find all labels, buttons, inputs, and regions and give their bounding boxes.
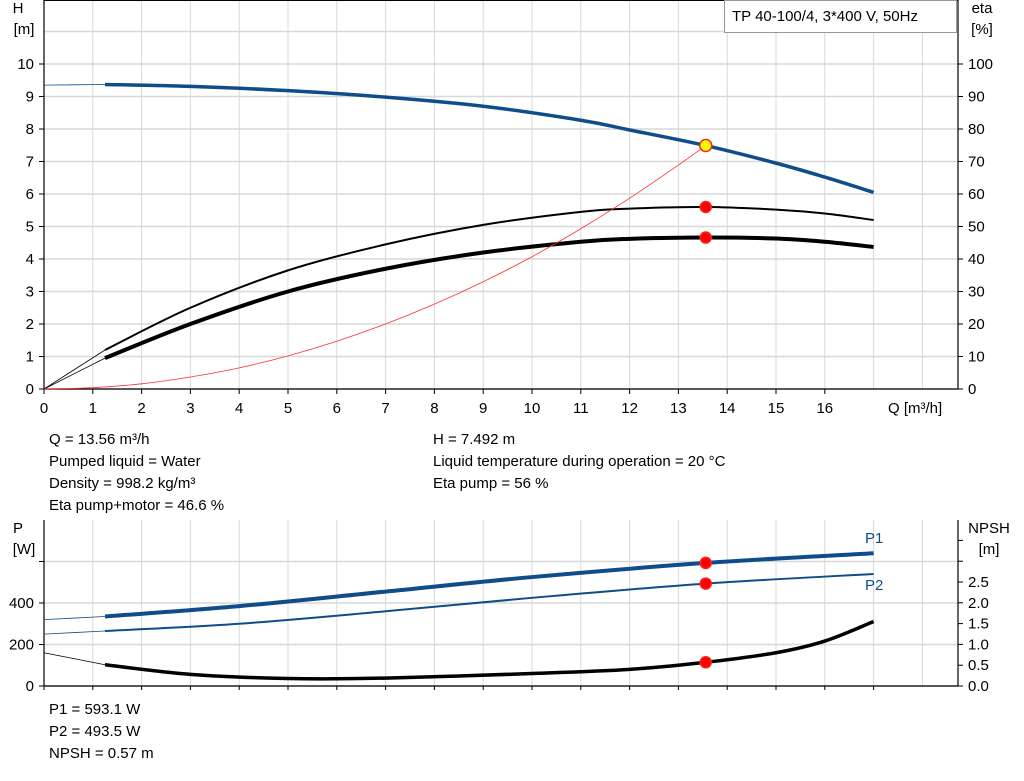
chart2-NPSH-operating-point	[699, 656, 712, 669]
chart1-tick-label-right: 50	[968, 219, 985, 236]
chart1-tick-label-left: 4	[26, 251, 34, 268]
result-p1: P1 = 593.1 W	[49, 701, 141, 718]
chart2-P1-extension	[43, 616, 106, 620]
chart1-tick-label-right: 20	[968, 316, 985, 333]
chart1-tick-label-right: 60	[968, 186, 985, 203]
chart1-tick-label-left: 10	[17, 56, 34, 73]
result-npsh: NPSH = 0.57 m	[49, 745, 154, 762]
chart1-tick-label-right: 30	[968, 284, 985, 301]
chart2-P2-label: P2	[865, 577, 883, 594]
chart2-tick-label-right: 0.0	[968, 678, 989, 695]
chart1-eta-pump-curve	[104, 205, 874, 351]
chart1-H-operating-point	[698, 138, 713, 153]
results-top-left: Q = 13.56 m³/h Pumped liquid = Water Den…	[49, 429, 224, 517]
chart2-tick-label-right: 2.0	[968, 595, 989, 612]
chart1-ylabel-left-2: [m]	[14, 21, 35, 38]
chart1-legend-text: TP 40-100/4, 3*400 V, 50Hz	[732, 8, 918, 25]
result-head: H = 7.492 m	[433, 431, 516, 448]
chart2-ylabel-left-1: P	[13, 520, 23, 537]
chart1-tick-label-x: 12	[621, 400, 638, 417]
results-bottom: P1 = 593.1 W P2 = 493.5 W NPSH = 0.57 m	[49, 699, 154, 765]
chart2-tick-label-right: 0.5	[968, 657, 989, 674]
chart1-ylabel-left-1: H	[13, 0, 24, 17]
chart1-ylabel-right-2: [%]	[971, 21, 993, 38]
chart1-tick-label-left: 8	[26, 121, 34, 138]
chart1-tick-label-left: 3	[26, 284, 34, 301]
chart1-tick-label-x: 0	[40, 400, 48, 417]
chart1-system-curve-curve	[43, 145, 706, 390]
chart1-H-extension	[43, 84, 106, 86]
chart1-tick-label-x: 5	[284, 400, 292, 417]
chart1-tick-label-x: 3	[186, 400, 194, 417]
chart1-tick-label-x: 11	[573, 400, 589, 417]
chart1-tick-label-x: 13	[670, 400, 687, 417]
chart2-tick-label-left: 0	[26, 678, 34, 695]
chart2-tick-label-right: 1.5	[968, 616, 989, 633]
chart1-tick-label-x: 9	[479, 400, 487, 417]
chart1-tick-label-x: 14	[719, 400, 736, 417]
result-temperature: Liquid temperature during operation = 20…	[433, 453, 726, 470]
chart2-tick-label-left: 200	[9, 637, 34, 654]
chart1-tick-label-x: 4	[235, 400, 243, 417]
result-p2: P2 = 493.5 W	[49, 723, 141, 740]
chart1-eta-pump-extension	[43, 349, 106, 390]
chart2-NPSH-curve	[104, 619, 875, 681]
chart1-tick-label-x: 10	[524, 400, 541, 417]
chart2-NPSH-extension	[43, 652, 106, 666]
chart1-tick-label-right: 80	[968, 121, 985, 138]
chart1-eta-pump-motor-extension	[43, 357, 106, 390]
chart1-tick-label-x: 16	[816, 400, 833, 417]
chart1-legend-box	[724, 0, 957, 33]
chart2-P2-operating-point	[699, 577, 712, 590]
chart1-tick-label-right: 100	[968, 56, 993, 73]
result-liquid: Pumped liquid = Water	[49, 453, 201, 470]
result-eta-pump: Eta pump = 56 %	[433, 475, 549, 492]
chart2-ylabel-right-1: NPSH	[968, 520, 1010, 537]
chart1-tick-label-x: 1	[89, 400, 97, 417]
chart1-H-curve	[104, 82, 875, 195]
chart1-tick-label-x: 8	[430, 400, 438, 417]
chart2-ylabel-left-2: [W]	[13, 541, 36, 558]
result-density: Density = 998.2 kg/m³	[49, 475, 196, 492]
chart1-tick-label-right: 10	[968, 349, 985, 366]
chart1-tick-label-right: 0	[968, 381, 976, 398]
chart1-tick-label-right: 90	[968, 89, 985, 106]
chart1-tick-label-left: 6	[26, 186, 34, 203]
chart1-tick-label-left: 0	[26, 381, 34, 398]
chart2-ylabel-right-2: [m]	[979, 541, 1000, 558]
result-flow: Q = 13.56 m³/h	[49, 431, 150, 448]
chart1-tick-label-x: 6	[333, 400, 341, 417]
chart1-eta-pump-operating-point	[699, 200, 712, 214]
chart1-eta-pump-motor-operating-point	[699, 231, 712, 244]
chart2-tick-label-right: 2.5	[968, 574, 989, 591]
chart1-tick-label-x: 2	[137, 400, 145, 417]
chart1-eta-pump-motor-curve	[104, 235, 874, 360]
chart1-ylabel-right-1: eta	[972, 0, 994, 17]
chart1-tick-label-x: 15	[768, 400, 785, 417]
chart1-tick-label-left: 9	[26, 89, 34, 106]
chart2-P1-label: P1	[865, 530, 883, 547]
result-eta-pump-motor: Eta pump+motor = 46.6 %	[49, 497, 225, 514]
chart2-tick-label-left: 400	[9, 595, 34, 612]
chart1-xlabel: Q [m³/h]	[888, 400, 942, 417]
chart2-tick-label-right: 1.0	[968, 636, 989, 653]
chart1-tick-label-x: 7	[381, 400, 389, 417]
chart2-P2-curve	[104, 572, 874, 633]
chart1-tick-label-left: 2	[26, 316, 34, 333]
chart2-P1-operating-point	[699, 556, 712, 570]
chart1-tick-label-left: 5	[26, 219, 34, 236]
chart1-tick-label-right: 40	[968, 251, 985, 268]
chart1-tick-label-right: 70	[968, 154, 985, 171]
chart1-tick-label-left: 7	[26, 154, 34, 171]
chart2-P2-extension	[43, 630, 106, 635]
results-top-right: H = 7.492 m Liquid temperature during op…	[433, 429, 725, 495]
chart1-tick-label-left: 1	[26, 349, 34, 366]
chart2-P1-curve	[104, 551, 874, 619]
